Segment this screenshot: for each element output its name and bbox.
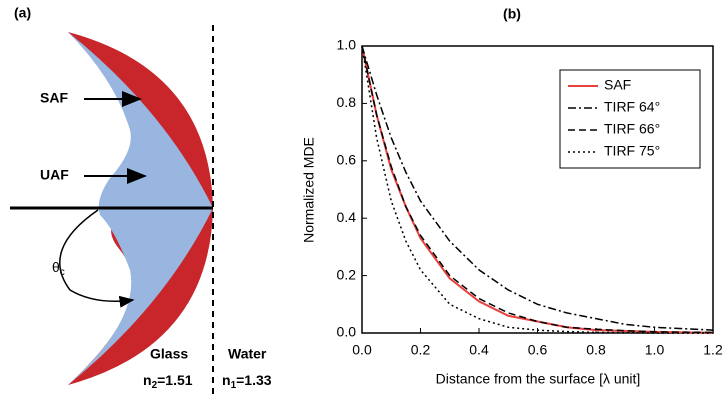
angle-label: θc [52,259,65,278]
glass-label: Glass [150,346,188,362]
panel-label: (a) [14,5,31,21]
y-tick-label: 0.6 [337,152,357,168]
panel-b: (b) Distance from the surface [λ unit] N… [301,6,723,387]
legend-label: TIRF 64° [604,99,660,115]
water-index: n1=1.33 [222,372,272,391]
x-tick-label: 1.0 [645,342,665,358]
y-tick-label: 0.0 [337,324,357,340]
glass-index: n2=1.51 [143,372,193,391]
n-base: n [143,372,152,388]
y-axis-label: Normalized MDE [301,137,317,243]
chart-title: (b) [503,6,521,22]
x-tick-label: 0.0 [352,342,372,358]
y-tick-label: 1.0 [337,37,357,53]
y-tick-label: 0.2 [337,266,357,282]
angle-symbol: θ [52,259,60,275]
legend-label: SAF [604,77,631,93]
x-tick-label: 0.8 [586,342,606,358]
series-line [361,45,713,334]
n-base: n [222,372,231,388]
water-label: Water [228,346,267,362]
y-tick-label: 0.4 [337,209,357,225]
panel-a: (a) SAF UAF θc Glass n2=1.51 Water n1=1.… [10,5,272,398]
series-line [361,45,714,334]
series-line [361,45,714,331]
legend-label: TIRF 66° [604,121,660,137]
n-value: =1.33 [236,372,272,388]
saf-label: SAF [40,90,68,106]
n-value: =1.51 [157,372,193,388]
angle-arc [59,209,135,308]
uaf-label: UAF [40,167,69,183]
y-tick-label: 0.8 [337,94,357,110]
n-subscript: 2 [152,380,158,391]
n-subscript: 1 [231,380,237,391]
angle-subscript: c [60,267,65,278]
legend-label: TIRF 75° [604,143,660,159]
x-tick-label: 0.2 [411,342,431,358]
x-tick-label: 1.2 [703,342,723,358]
x-tick-label: 0.6 [528,342,548,358]
x-axis-label: Distance from the surface [λ unit] [436,371,641,387]
x-tick-label: 0.4 [469,342,489,358]
